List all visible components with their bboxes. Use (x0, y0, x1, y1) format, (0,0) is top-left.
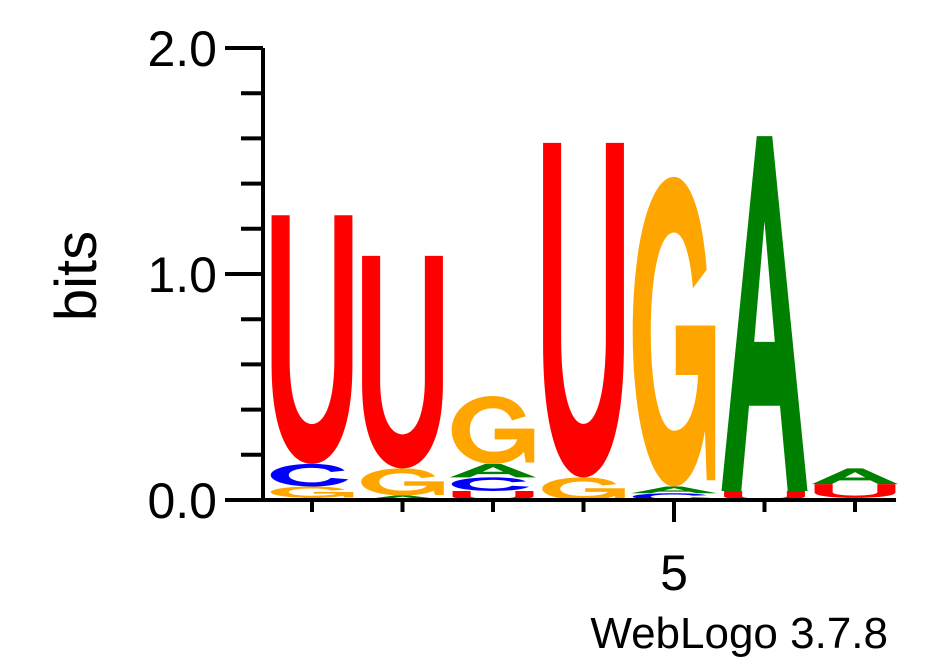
letter-U-pos-1 (271, 215, 353, 464)
y-tick-label: 0.0 (147, 473, 217, 529)
letter-U-pos-2 (362, 255, 443, 469)
letter-G-pos-5 (632, 176, 716, 487)
letter-stacks (269, 136, 898, 500)
y-tick-label: 1.0 (147, 247, 217, 303)
y-axis-title: bits (44, 231, 109, 321)
letter-G-pos-4 (542, 477, 625, 500)
letter-A-pos-7 (812, 468, 898, 485)
letter-U-pos-4 (543, 142, 624, 478)
tick-marks (225, 46, 857, 522)
letter-G-pos-1 (270, 486, 354, 498)
letter-U-pos-3 (452, 490, 534, 500)
letter-A-pos-6 (721, 136, 808, 491)
y-tick-label: 2.0 (147, 21, 217, 77)
letter-A-pos-5 (631, 486, 717, 494)
letter-G-pos-2 (361, 468, 444, 496)
letter-A-pos-3 (450, 463, 536, 478)
letter-U-pos-7 (814, 484, 896, 498)
x-tick-label: 5 (660, 545, 688, 601)
tick-labels: 0.0 1.0 2.0 5 (147, 21, 687, 601)
weblogo-credit: WebLogo 3.7.8 (590, 609, 888, 658)
letter-C-pos-3 (451, 477, 530, 491)
letter-U-pos-6 (724, 490, 805, 500)
letter-C-pos-1 (270, 463, 349, 487)
letter-G-pos-3 (451, 396, 535, 464)
